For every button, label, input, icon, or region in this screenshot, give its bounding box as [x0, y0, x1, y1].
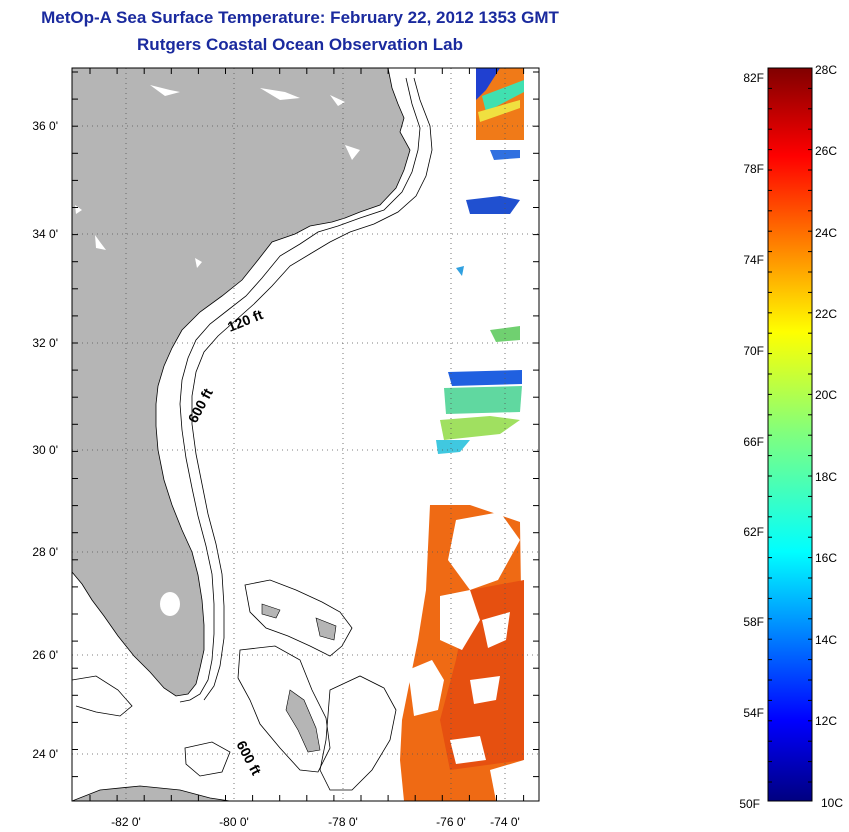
cloud-gap	[448, 512, 520, 590]
contour-600ft	[191, 77, 433, 701]
land-mainland	[72, 68, 411, 697]
cloud-gap	[470, 676, 500, 704]
sst-front-band	[482, 80, 524, 112]
lat-label: 26 0'	[32, 648, 58, 662]
lake	[95, 235, 106, 250]
lat-label: 32 0'	[32, 336, 58, 350]
cloud-gap	[450, 736, 486, 764]
lake	[195, 258, 202, 268]
sst-fragment	[448, 370, 522, 386]
axis-ticks	[72, 68, 539, 801]
lat-label: 34 0'	[32, 227, 58, 241]
lon-label: -74 0'	[490, 815, 520, 829]
sst-fragment	[466, 196, 520, 214]
cloud-gap	[490, 760, 524, 801]
sst-fragment	[440, 416, 520, 440]
sound	[345, 145, 360, 160]
gridlines	[72, 68, 539, 801]
bahamas-island	[285, 689, 321, 753]
cloud-gap	[408, 660, 444, 716]
lon-label: -82 0'	[111, 815, 141, 829]
contour-120ft	[179, 77, 421, 703]
map-subtitle: Rutgers Coastal Ocean Observation Lab	[137, 35, 463, 54]
map-content	[72, 68, 539, 801]
florida-keys-bank	[72, 675, 133, 717]
lake-okeechobee	[160, 592, 180, 616]
cloud-gap	[482, 612, 510, 648]
sst-cold-front	[476, 68, 500, 100]
lat-label: 36 0'	[32, 119, 58, 133]
lon-label: -78 0'	[328, 815, 358, 829]
bahamas-bank	[237, 645, 331, 773]
sst-front-band	[478, 100, 520, 122]
sst-fragment	[490, 150, 520, 160]
lon-label: -80 0'	[219, 815, 249, 829]
lake	[260, 88, 300, 100]
bahamas-island	[261, 603, 281, 619]
lat-label: 28 0'	[32, 545, 58, 559]
map-frame	[71, 67, 540, 802]
sst-fragment	[456, 266, 464, 276]
map-title: MetOp-A Sea Surface Temperature: Februar…	[41, 8, 559, 27]
lake	[330, 95, 345, 106]
lon-label: -76 0'	[436, 815, 466, 829]
lake	[150, 85, 180, 96]
sst-fragment	[444, 386, 522, 414]
cuba-coast	[72, 785, 231, 801]
cloud-gap	[440, 590, 480, 650]
sst-fragment	[436, 440, 470, 454]
lat-label: 30 0'	[32, 443, 58, 457]
bahamas-bank	[319, 675, 397, 791]
bahamas-bank	[184, 741, 231, 777]
bahamas-bank	[244, 579, 353, 657]
lat-label: 24 0'	[32, 747, 58, 761]
bahamas-island	[315, 617, 337, 641]
